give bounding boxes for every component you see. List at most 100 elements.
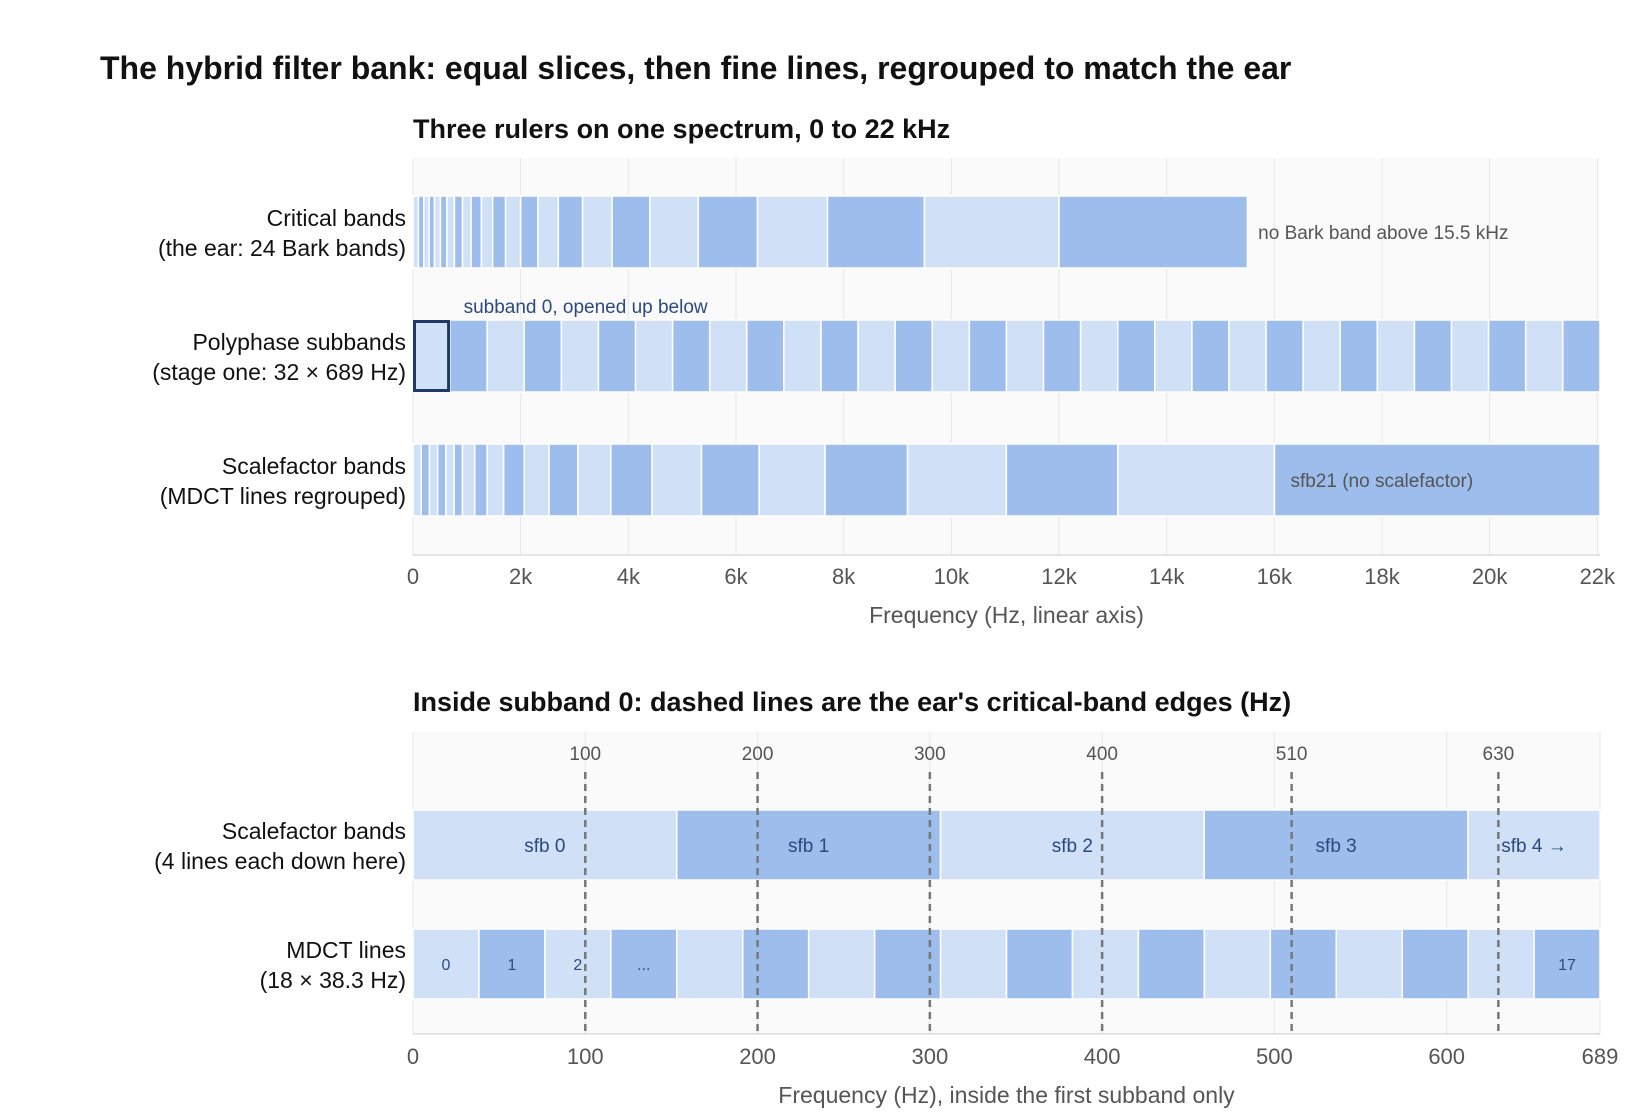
panel1-row1-segment bbox=[671, 319, 711, 393]
panel2-mdct-line-label: 0 bbox=[442, 957, 451, 974]
panel1-row1-segment bbox=[1487, 319, 1527, 393]
panel2-mdct-line bbox=[544, 928, 612, 1000]
panel1-row1-segment bbox=[1116, 319, 1156, 393]
panel1-row0-segment bbox=[697, 195, 759, 269]
panel2-mdct-line bbox=[1005, 928, 1074, 1000]
panel1-row1-segment bbox=[931, 319, 971, 393]
panel1-row0-segment bbox=[423, 195, 430, 269]
panel1-row2-segment bbox=[1117, 443, 1276, 517]
panel1-row0-segment bbox=[433, 195, 442, 269]
panel2-row-label: MDCT lines bbox=[286, 937, 406, 963]
panel2-x-tick-label: 600 bbox=[1428, 1044, 1465, 1069]
panel1-row0-segment bbox=[412, 195, 420, 269]
panel2-mdct-line-label: ... bbox=[637, 957, 650, 974]
panel1-row1-segment bbox=[1376, 319, 1416, 393]
panel1-row2-segment bbox=[548, 443, 579, 517]
panel1-row0-segment bbox=[537, 195, 560, 269]
panel1-row-sublabel: (the ear: 24 Bark bands) bbox=[158, 235, 406, 261]
panel2-sfb-label: sfb 3 bbox=[1316, 836, 1357, 857]
panel2-mdct-line bbox=[1203, 928, 1272, 1000]
panel1-row0-segment bbox=[1058, 195, 1249, 269]
panel1-row1-segment bbox=[1450, 319, 1490, 393]
panel1-row2-annotation: sfb21 (no scalefactor) bbox=[1290, 471, 1473, 492]
panel2-mdct-line bbox=[478, 928, 546, 1000]
panel1-row2-segment bbox=[420, 443, 431, 517]
panel2-sfb-label: sfb 0 bbox=[524, 836, 565, 857]
panel2-critical-band-edge-label: 100 bbox=[569, 744, 601, 765]
panel1-row0-segment bbox=[611, 195, 651, 269]
panel2-critical-band-edge-label: 510 bbox=[1276, 744, 1308, 765]
panel1-x-tick-label: 0 bbox=[407, 564, 419, 589]
panel1-row0-annotation: no Bark band above 15.5 kHz bbox=[1258, 223, 1508, 244]
panel1-row1-segment bbox=[1524, 319, 1564, 393]
panel1-row0-segment bbox=[581, 195, 613, 269]
panel1-row0-segment bbox=[504, 195, 522, 269]
panel2-mdct-line bbox=[1335, 928, 1403, 1000]
panel1-row2-segment bbox=[824, 443, 909, 517]
panel2-critical-band-edge-label: 200 bbox=[742, 744, 774, 765]
panel2-x-tick-label: 300 bbox=[911, 1044, 948, 1069]
panel1-row1-segment bbox=[449, 319, 488, 393]
panel1-row-label: Scalefactor bands bbox=[222, 453, 406, 479]
panel1-row1-annotation: subband 0, opened up below bbox=[464, 297, 708, 318]
panel1-row1-segment bbox=[1154, 319, 1193, 393]
panel1-row-sublabel: (stage one: 32 × 689 Hz) bbox=[152, 359, 406, 385]
panel1-row2-segment bbox=[474, 443, 488, 517]
panel1-x-tick-label: 10k bbox=[934, 564, 970, 589]
panel1-row1-segment bbox=[523, 319, 563, 393]
panel1-row1-segment bbox=[1339, 319, 1379, 393]
panel1-row2-segment bbox=[436, 443, 447, 517]
panel2-mdct-line bbox=[1533, 928, 1601, 1000]
panel1-row1-segment bbox=[560, 319, 600, 393]
panel2-x-axis-label: Frequency (Hz), inside the first subband… bbox=[778, 1082, 1235, 1108]
panel1-row2-segment bbox=[651, 443, 703, 517]
panel2-x-tick-label: 200 bbox=[739, 1044, 776, 1069]
panel2-x-tick-label: 400 bbox=[1084, 1044, 1121, 1069]
panel2-mdct-line bbox=[676, 928, 744, 1000]
panel1-row1-segment bbox=[857, 319, 896, 393]
panel2-sfb-label: sfb 4 → bbox=[1501, 836, 1566, 857]
panel1-row2-segment bbox=[523, 443, 550, 517]
panel2-mdct-line bbox=[1269, 928, 1338, 1000]
panel2-sfb-segment bbox=[1203, 809, 1469, 881]
panel1-row0-segment bbox=[519, 195, 539, 269]
panel2-mdct-line-label: 2 bbox=[573, 957, 582, 974]
panel1-x-tick-label: 12k bbox=[1041, 564, 1077, 589]
panel2-sfb-segment bbox=[412, 809, 678, 881]
panel2-sfb-segment bbox=[676, 809, 942, 881]
panel1-row1-segment bbox=[597, 319, 637, 393]
panel2-mdct-line bbox=[807, 928, 876, 1000]
panel2-x-tick-label: 0 bbox=[407, 1044, 419, 1069]
panel2-mdct-line-label: 17 bbox=[1558, 957, 1576, 974]
panel2-mdct-line bbox=[939, 928, 1008, 1000]
panel2-sfb-label: sfb 1 bbox=[788, 836, 829, 857]
panel1-row2-segment bbox=[428, 443, 439, 517]
panel1-x-tick-label: 8k bbox=[832, 564, 856, 589]
panel1-row0-segment bbox=[417, 195, 425, 269]
panel1-row0-segment bbox=[461, 195, 472, 269]
panel2-x-tick-label: 689 bbox=[1582, 1044, 1619, 1069]
panel1-row1-segment bbox=[708, 319, 748, 393]
panel1-row1-segment bbox=[412, 319, 451, 393]
panel1-row0-segment bbox=[923, 195, 1060, 269]
panel1-row2-segment bbox=[502, 443, 526, 517]
panel1-row2-segment bbox=[700, 443, 760, 517]
panel2-sfb-segment bbox=[1467, 809, 1601, 881]
panel1-row0-segment bbox=[756, 195, 829, 269]
panel1-x-tick-label: 4k bbox=[617, 564, 641, 589]
panel1-row0-segment bbox=[446, 195, 456, 269]
panel1-row0-segment bbox=[439, 195, 448, 269]
panel1-highlight-subband-0 bbox=[413, 320, 451, 392]
panel1-row1-segment bbox=[1413, 319, 1453, 393]
panel1-row2-segment bbox=[610, 443, 653, 517]
panel1-row1-segment bbox=[1228, 319, 1267, 393]
panel1-row2-segment bbox=[577, 443, 612, 517]
panel2-mdct-line bbox=[1137, 928, 1206, 1000]
panel2-mdct-line bbox=[741, 928, 810, 1000]
panel2-mdct-line-label: 1 bbox=[507, 957, 516, 974]
panel1-row-sublabel: (MDCT lines regrouped) bbox=[160, 483, 406, 509]
panel1-x-tick-label: 2k bbox=[509, 564, 533, 589]
panel1-row-label: Polyphase subbands bbox=[192, 329, 406, 355]
panel1-row1-segment bbox=[820, 319, 859, 393]
panel2-title: Inside subband 0: dashed lines are the e… bbox=[413, 687, 1291, 717]
